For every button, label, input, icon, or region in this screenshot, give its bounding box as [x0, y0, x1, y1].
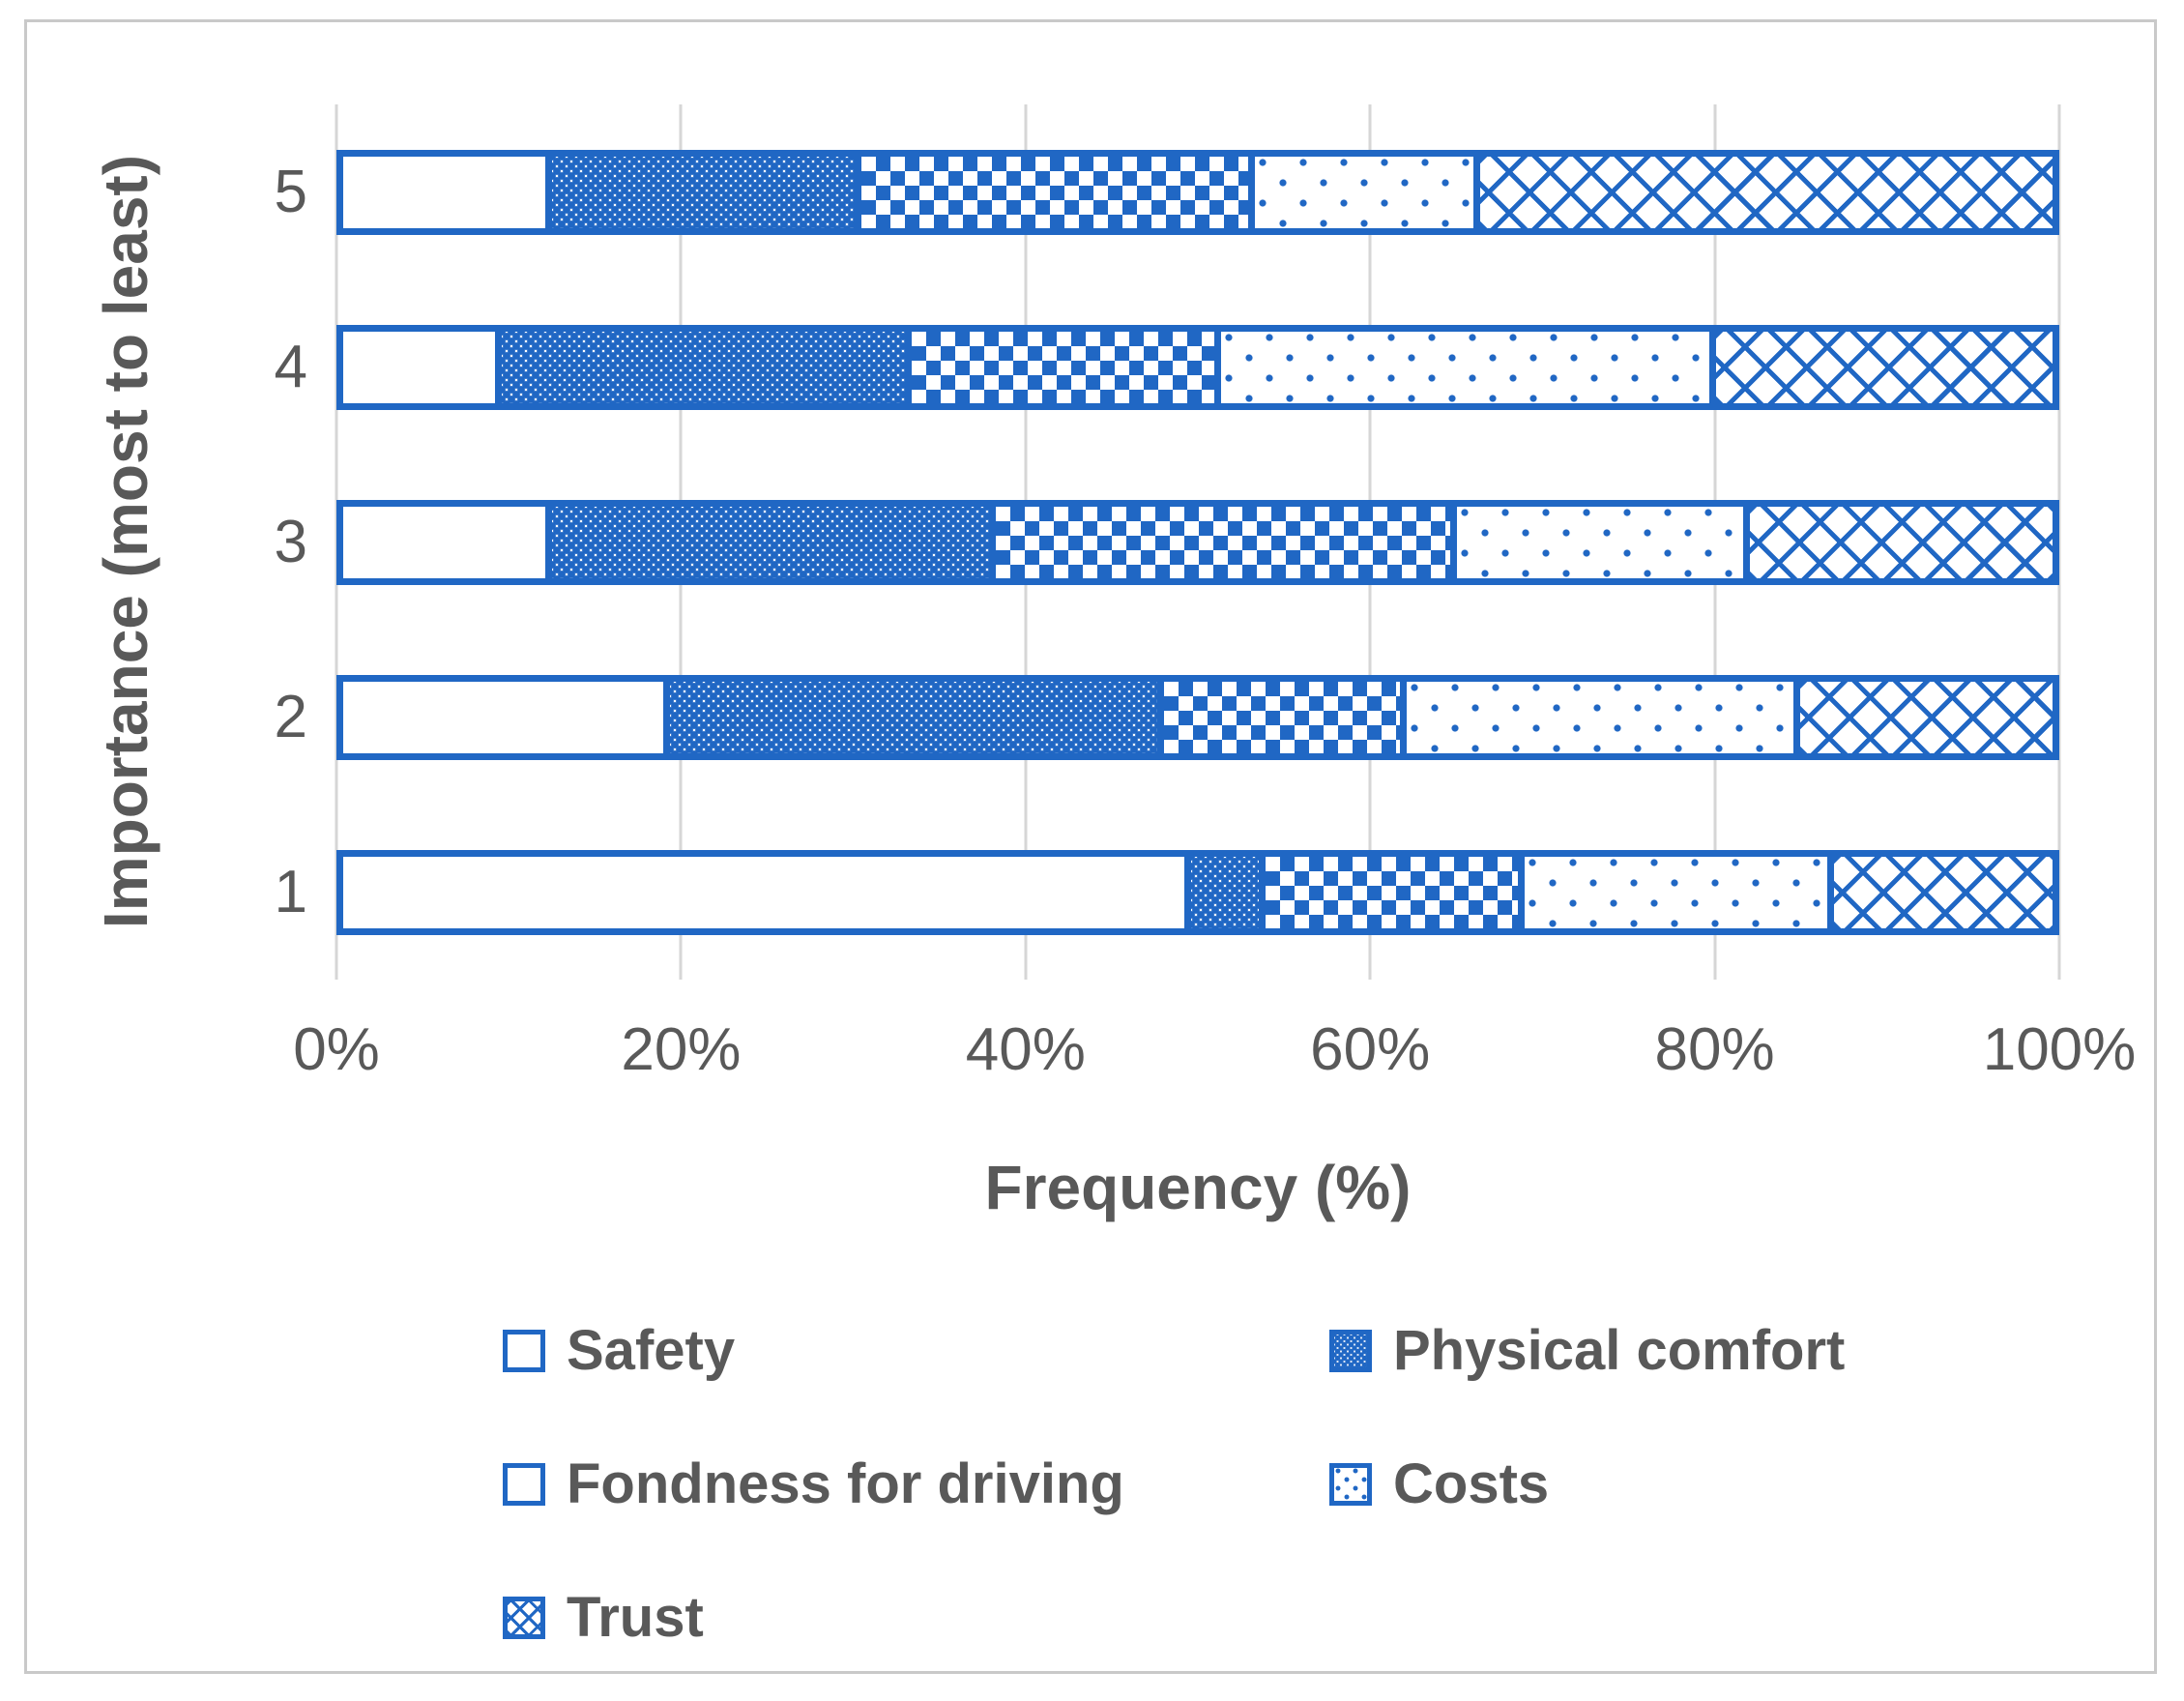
legend-swatch-fondness-for-driving [503, 1463, 545, 1506]
bar-rows: 5 4 3 2 1 [275, 104, 2059, 980]
legend-item-trust: Trust [503, 1590, 1329, 1646]
bar-segment-safety [343, 681, 663, 753]
x-axis-tick-label: 40% [965, 1016, 1086, 1083]
bar-segment-trust [1742, 506, 2053, 578]
bar-row-4: 4 [275, 324, 2059, 410]
stacked-bar-2 [336, 674, 2059, 760]
legend-item-fondness-for-driving: Fondness for driving [503, 1456, 1329, 1512]
plot-area: 5 4 3 2 1 [275, 104, 2061, 980]
bar-segment-costs [1517, 856, 1827, 928]
bar-segment-fondness-for-driving [1258, 856, 1518, 928]
bar-segment-costs [1248, 156, 1474, 228]
legend-label-trust: Trust [567, 1586, 704, 1649]
y-axis-tick-label: 4 [274, 333, 307, 400]
bar-segment-fondness-for-driving [989, 506, 1450, 578]
legend-label-safety: Safety [567, 1319, 736, 1382]
legend-label-physical-comfort: Physical comfort [1393, 1319, 1846, 1382]
bar-segment-fondness-for-driving [855, 156, 1249, 228]
bar-segment-costs [1450, 506, 1743, 578]
legend-item-safety: Safety [503, 1323, 1329, 1379]
bar-segment-safety [343, 156, 545, 228]
x-axis-tick-label: 80% [1654, 1016, 1775, 1083]
y-axis-tick-label: 3 [274, 508, 307, 575]
stacked-bar-5 [336, 149, 2059, 235]
legend-item-costs: Costs [1329, 1456, 1845, 1512]
stacked-bar-1 [336, 849, 2059, 935]
bar-segment-costs [1399, 681, 1793, 753]
bar-row-3: 3 [275, 499, 2059, 585]
legend-swatch-safety [503, 1330, 545, 1372]
y-axis-tick-label: 2 [274, 683, 307, 750]
x-axis-tick-labels: 0% 20% 40% 60% 80% 100% [293, 1016, 2136, 1098]
bar-segment-trust [1473, 156, 2053, 228]
bar-segment-fondness-for-driving [905, 331, 1215, 403]
stacked-bar-3 [336, 499, 2059, 585]
chart-figure: Importance (most to least) 5 4 3 2 1 0% 20% 40… [24, 19, 2157, 1674]
bar-segment-trust [1826, 856, 2053, 928]
legend-label-fondness-for-driving: Fondness for driving [567, 1452, 1124, 1515]
bar-row-2: 2 [275, 674, 2059, 760]
legend-swatch-costs [1329, 1463, 1372, 1506]
bar-segment-safety [343, 331, 495, 403]
legend-swatch-trust [503, 1597, 545, 1639]
bar-segment-fondness-for-driving [1157, 681, 1400, 753]
bar-segment-physical-comfort [1184, 856, 1259, 928]
legend-item-physical-comfort: Physical comfort [1329, 1323, 1845, 1379]
y-axis-title: Importance (most to least) [91, 154, 160, 929]
bar-segment-trust [1708, 331, 2053, 403]
bar-segment-physical-comfort [544, 156, 855, 228]
x-axis-tick-label: 100% [1982, 1016, 2137, 1083]
x-axis-title: Frequency (%) [984, 1153, 1412, 1222]
bar-row-5: 5 [275, 149, 2059, 235]
bar-segment-costs [1214, 331, 1709, 403]
bar-row-1: 1 [275, 849, 2059, 935]
x-axis-tick-label: 0% [293, 1016, 380, 1083]
bar-segment-safety [343, 506, 545, 578]
x-axis-tick-label: 20% [621, 1016, 742, 1083]
y-axis-tick-label: 5 [274, 158, 307, 225]
x-axis-tick-label: 60% [1310, 1016, 1431, 1083]
stacked-bar-4 [336, 324, 2059, 410]
bar-segment-physical-comfort [662, 681, 1158, 753]
bar-segment-physical-comfort [544, 506, 990, 578]
legend-swatch-physical-comfort [1329, 1330, 1372, 1372]
legend-label-costs: Costs [1393, 1452, 1550, 1515]
bar-segment-physical-comfort [494, 331, 906, 403]
bar-segment-trust [1792, 681, 2053, 753]
y-axis-tick-label: 1 [274, 858, 307, 925]
bar-segment-safety [343, 856, 1184, 928]
gridline-100% [2057, 104, 2061, 980]
legend: Safety Physical comfort Fondness for drivi… [503, 1323, 1845, 1646]
